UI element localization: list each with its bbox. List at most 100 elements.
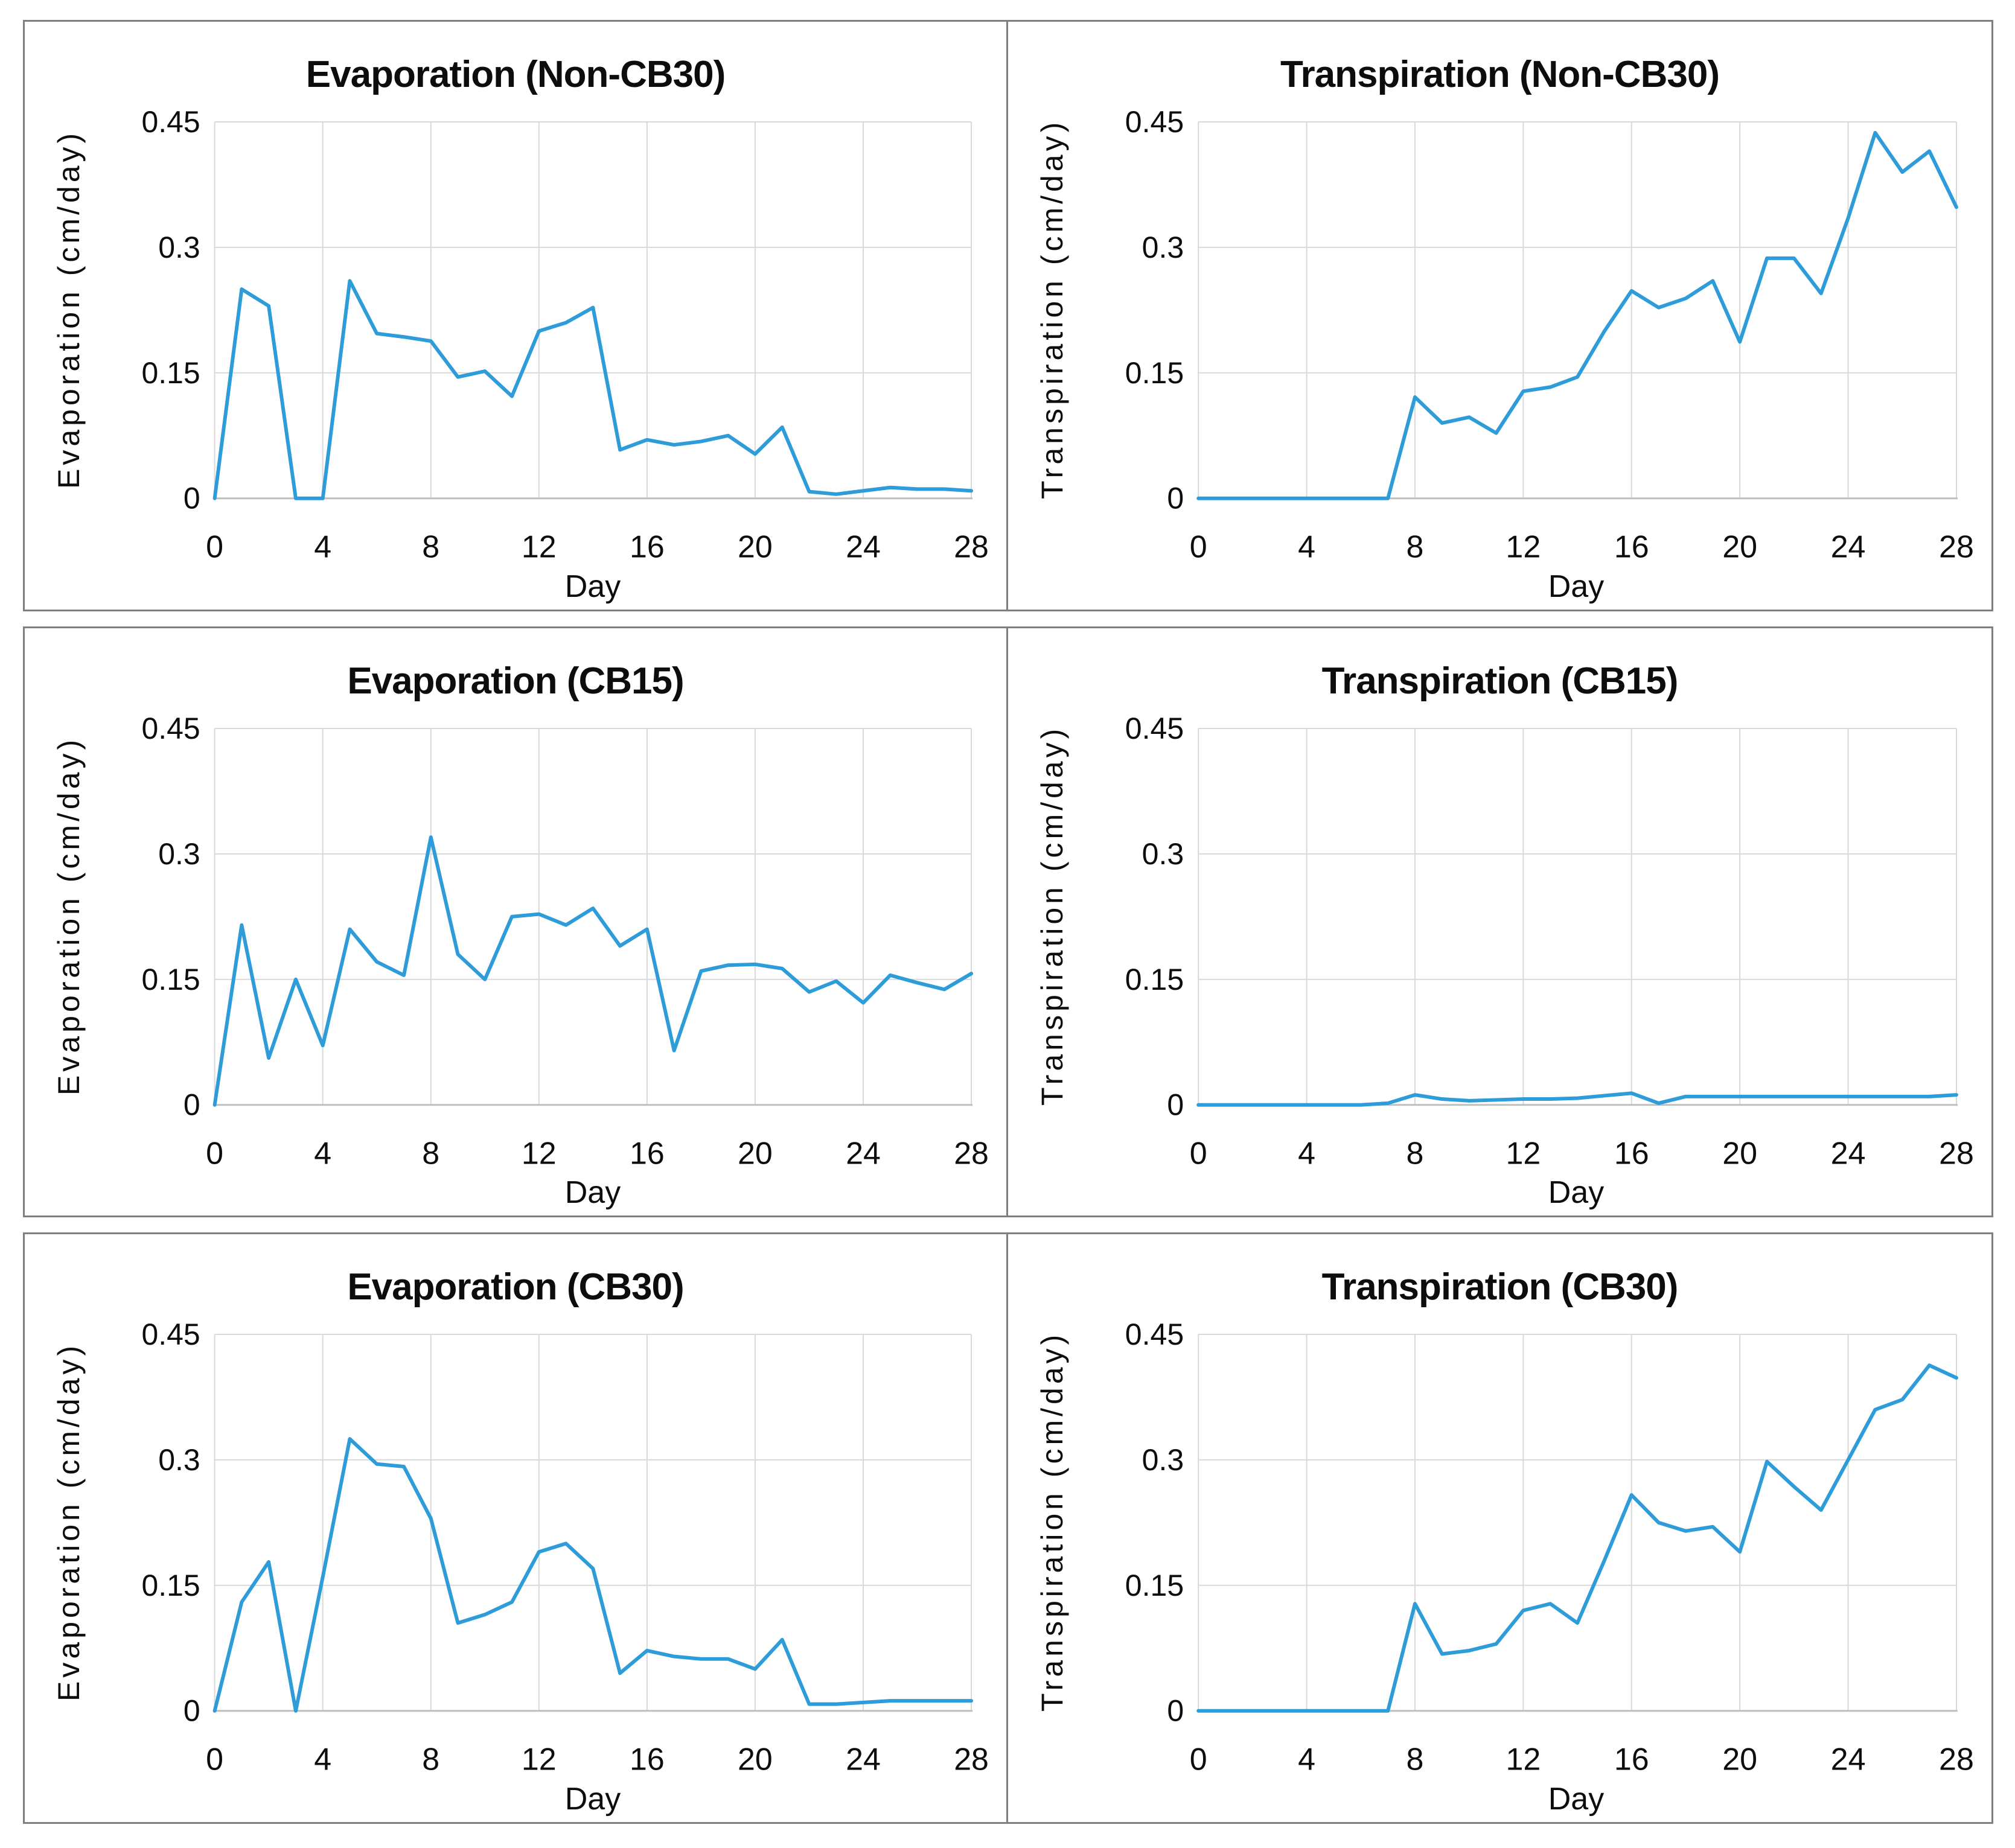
x-tick-label: 8 xyxy=(422,1742,439,1777)
x-tick-label: 28 xyxy=(954,1742,989,1777)
x-tick-label: 20 xyxy=(738,530,773,565)
x-tick-label: 20 xyxy=(1722,1742,1757,1777)
x-axis-title: Day xyxy=(1548,1175,1605,1211)
x-tick-label: 20 xyxy=(738,1742,773,1777)
x-tick-label: 24 xyxy=(846,1742,881,1777)
x-tick-label: 8 xyxy=(1407,530,1424,565)
x-tick-label: 28 xyxy=(1939,1136,1974,1171)
x-tick-label: 0 xyxy=(206,1742,223,1777)
y-tick-label: 0.3 xyxy=(158,231,200,264)
x-tick-label: 16 xyxy=(1614,1136,1649,1171)
x-tick-label: 16 xyxy=(630,1136,665,1171)
x-tick-label: 4 xyxy=(1298,1136,1315,1171)
x-tick-label: 8 xyxy=(1407,1742,1424,1777)
x-tick-label: 20 xyxy=(738,1136,773,1171)
y-tick-label: 0.45 xyxy=(1125,105,1184,139)
chart-panel-evaporation-cb30: Evaporation (CB30) Evaporation (cm/day) … xyxy=(23,1232,1008,1824)
x-tick-label: 12 xyxy=(522,1742,557,1777)
line-plot: 0 0.15 0.3 0.45 0 4 8 12 16 20 24 28 xyxy=(141,1317,989,1777)
chart-panel-evaporation-non-cb30: Evaporation (Non-CB30) Evaporation (cm/d… xyxy=(23,20,1008,611)
x-tick-label: 16 xyxy=(630,530,665,565)
chart-title: Transpiration (CB15) xyxy=(1321,660,1679,702)
y-tick-label: 0.45 xyxy=(1125,1317,1184,1351)
y-tick-label: 0.3 xyxy=(1142,1443,1184,1477)
x-tick-label: 0 xyxy=(1190,530,1207,565)
x-tick-label: 24 xyxy=(846,530,881,565)
line-plot: 0 0.15 0.3 0.45 0 4 8 12 16 20 24 28 xyxy=(141,712,989,1171)
x-tick-label: 12 xyxy=(522,1136,557,1171)
y-tick-label: 0.15 xyxy=(1125,962,1184,996)
x-tick-label: 16 xyxy=(630,1742,665,1777)
x-tick-label: 28 xyxy=(954,530,989,565)
chart-title: Transpiration (Non-CB30) xyxy=(1280,54,1720,95)
y-tick-label: 0.15 xyxy=(1125,1569,1184,1602)
data-line xyxy=(212,835,974,1107)
x-tick-label: 12 xyxy=(1506,1136,1541,1171)
x-tick-label: 28 xyxy=(1939,530,1974,565)
x-tick-label: 28 xyxy=(1939,1742,1974,1777)
x-tick-label: 16 xyxy=(1614,530,1649,565)
y-tick-label: 0 xyxy=(1167,1694,1184,1728)
y-tick-label: 0 xyxy=(184,482,200,515)
x-axis-title: Day xyxy=(564,1175,621,1211)
y-tick-label: 0 xyxy=(1167,482,1184,515)
x-axis-title: Day xyxy=(564,1782,621,1817)
chart-panel-transpiration-non-cb30: Transpiration (Non-CB30) Transpiration (… xyxy=(1008,20,1993,611)
x-tick-label: 12 xyxy=(1506,1742,1541,1777)
chart-title: Evaporation (Non-CB30) xyxy=(305,54,726,95)
x-tick-label: 12 xyxy=(522,530,557,565)
y-tick-label: 0.45 xyxy=(1125,712,1184,745)
y-tick-label: 0 xyxy=(184,1088,200,1121)
data-line xyxy=(212,1437,974,1713)
y-tick-label: 0.15 xyxy=(141,356,200,390)
y-tick-label: 0.3 xyxy=(1142,837,1184,871)
x-tick-label: 4 xyxy=(1298,530,1315,565)
x-axis-title: Day xyxy=(1548,1782,1605,1817)
data-line xyxy=(1196,130,1958,500)
x-tick-label: 0 xyxy=(206,1136,223,1171)
x-tick-label: 24 xyxy=(846,1136,881,1171)
chart-title: Evaporation (CB15) xyxy=(347,660,684,702)
data-line xyxy=(1196,1091,1958,1107)
y-tick-label: 0.15 xyxy=(141,962,200,996)
line-plot: 0 0.15 0.3 0.45 0 4 8 12 16 20 24 28 xyxy=(1125,105,1974,565)
y-tick-label: 0.45 xyxy=(141,105,200,139)
x-tick-label: 4 xyxy=(314,1742,331,1777)
chart-panel-transpiration-cb15: Transpiration (CB15) Transpiration (cm/d… xyxy=(1008,626,1993,1218)
y-tick-label: 0.3 xyxy=(158,1443,200,1477)
x-tick-label: 16 xyxy=(1614,1742,1649,1777)
y-tick-label: 0 xyxy=(184,1694,200,1728)
y-tick-label: 0.15 xyxy=(141,1569,200,1602)
y-tick-label: 0 xyxy=(1167,1088,1184,1121)
x-tick-label: 8 xyxy=(1407,1136,1424,1171)
y-tick-label: 0.3 xyxy=(158,837,200,871)
x-tick-label: 12 xyxy=(1506,530,1541,565)
chart-panel-evaporation-cb15: Evaporation (CB15) Evaporation (cm/day) … xyxy=(23,626,1008,1218)
x-tick-label: 24 xyxy=(1831,1136,1866,1171)
y-tick-label: 0.45 xyxy=(141,712,200,745)
x-tick-label: 4 xyxy=(314,530,331,565)
x-axis-title: Day xyxy=(1548,569,1605,604)
y-tick-label: 0.45 xyxy=(141,1317,200,1351)
chart-panel-transpiration-cb30: Transpiration (CB30) Transpiration (cm/d… xyxy=(1008,1232,1993,1824)
y-tick-label: 0.3 xyxy=(1142,231,1184,264)
chart-title: Transpiration (CB30) xyxy=(1321,1266,1679,1308)
x-tick-label: 20 xyxy=(1722,530,1757,565)
x-tick-label: 4 xyxy=(1298,1742,1315,1777)
chart-title: Evaporation (CB30) xyxy=(347,1266,684,1308)
x-tick-label: 0 xyxy=(1190,1742,1207,1777)
x-tick-label: 24 xyxy=(1831,1742,1866,1777)
line-plot: 0 0.15 0.3 0.45 0 4 8 12 16 20 24 28 xyxy=(1125,712,1974,1171)
x-tick-label: 8 xyxy=(422,1136,439,1171)
x-tick-label: 0 xyxy=(206,530,223,565)
x-tick-label: 4 xyxy=(314,1136,331,1171)
data-line xyxy=(1196,1363,1958,1713)
y-tick-label: 0.15 xyxy=(1125,356,1184,390)
charts-grid: Evaporation (Non-CB30) Evaporation (cm/d… xyxy=(23,20,1993,1824)
data-line xyxy=(212,279,974,500)
x-axis-title: Day xyxy=(564,569,621,604)
x-tick-label: 0 xyxy=(1190,1136,1207,1171)
x-tick-label: 28 xyxy=(954,1136,989,1171)
line-plot: 0 0.15 0.3 0.45 0 4 8 12 16 20 24 28 xyxy=(1125,1317,1974,1777)
